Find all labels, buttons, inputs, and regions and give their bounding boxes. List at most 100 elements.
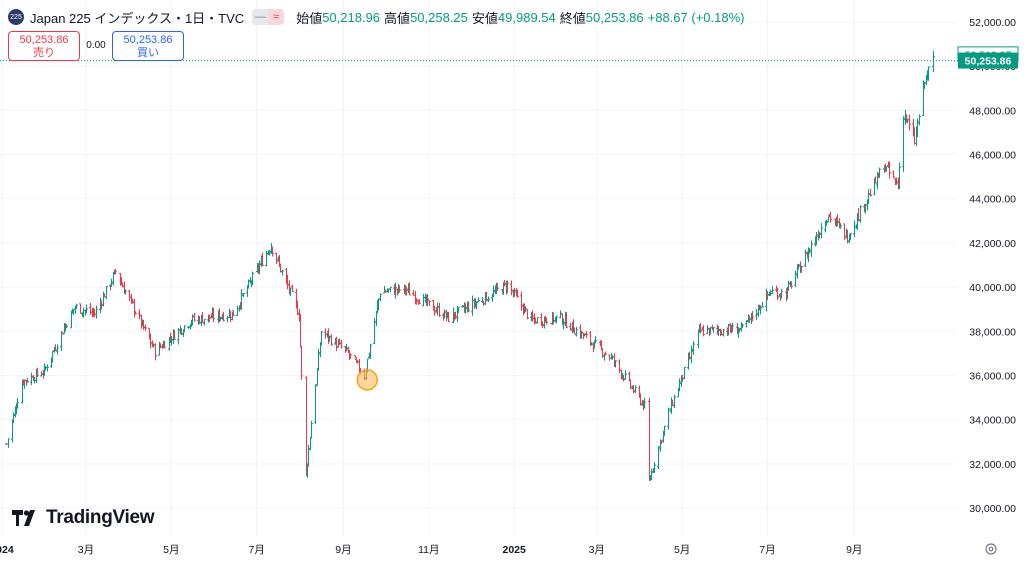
ohlc-bar [426,294,429,307]
x-tick-label: 3月 [78,544,94,556]
ohlc-bar [89,302,92,315]
ohlc-bar [193,312,196,322]
ohlc-bar [536,317,539,324]
buy-label: 買い [137,47,159,59]
ohlc-bar [251,271,254,286]
ohlc-bar [161,343,164,349]
ohlc-bar [908,114,911,131]
ohlc-bar [454,311,457,320]
ohlc-bar [180,329,183,336]
ohlc-bar [632,385,635,394]
open-value: 50,218.96 [322,9,381,25]
sell-button[interactable]: 50,253.86 売り [8,31,80,61]
ohlc-bar [338,338,341,345]
ohlc-bar [622,375,625,382]
gear-icon[interactable] [985,543,997,555]
ohlc-bar [324,328,327,339]
ohlc-bar [877,172,880,179]
ohlc-bar [110,278,113,287]
ohlc-bar [281,269,284,276]
ohlc-bar [467,301,470,313]
x-tick-label: 9月 [335,544,351,556]
ohlc-bar [340,339,343,349]
ohlc-bar [183,325,186,333]
ohlc-bar [624,370,627,380]
ohlc-bar [575,326,578,337]
ohlc-bar [330,334,333,346]
ohlc-bar [639,393,642,406]
ohlc-bar [520,291,523,311]
ohlc-bar [300,346,303,380]
ohlc-bar [418,299,421,305]
ohlc-bar [663,425,666,436]
ohlc-bar [688,351,691,360]
ohlc-bar [608,354,611,361]
ohlc-bar [722,328,725,337]
ohlc-bar [650,468,653,481]
ohlc-bar [892,170,895,179]
price-axis[interactable]: 30,000.00 32,000.00 34,000.00 36,000.00 38,0… [957,17,1019,515]
x-tick-label: 11月 [418,544,439,556]
ohlc-bar [54,344,57,352]
time-axis[interactable]: 2024 3月 5月 7月 9月 11月 2025 3月 5月 7月 9月 [0,544,862,556]
minus-icon[interactable]: — [252,9,269,25]
ohlc-bar [314,384,317,425]
ohlc-bar [443,309,446,319]
tradingview-logo[interactable]: TradingView [12,507,155,529]
ohlc-bar [769,289,772,296]
high-value: 50,258.25 [410,9,468,25]
chart-style-pill[interactable]: — ≈ [252,9,285,25]
ohlc-bar [496,283,499,291]
ohlc-bar [678,378,681,392]
x-tick-label: 5月 [163,544,179,556]
ohlc-bar [415,298,418,305]
ohlc-bar [236,305,239,317]
ohlc-bar [85,304,88,314]
ohlc-bar [839,223,842,229]
symbol-title[interactable]: Japan 225 インデックス・1日・TVC [30,10,245,26]
ohlc-bar [794,270,797,288]
ohlc-bar [916,118,919,138]
tv-logo-icon [12,510,35,526]
ohlc-bar [673,394,676,409]
ohlc-bar [712,327,715,333]
ohlc-bar [857,207,860,222]
ohlc-bar [457,307,460,314]
ohlc-bar [727,323,730,336]
ohlc-bar [516,289,519,298]
ohlc-bar [717,325,720,336]
spread-value: 0.00 [86,40,106,51]
ohlc-bar [552,312,555,325]
y-tick-label: 48,000.00 [969,105,1016,117]
ohlc-bar [653,462,656,473]
ohlc-bar [918,114,921,126]
ohlc-bar [927,66,930,81]
buy-button[interactable]: 50,253.86 買い [112,31,184,61]
ohlc-bar [836,214,839,227]
ohlc-bar [461,305,464,308]
ohlc-bar [307,444,310,467]
ohlc-bar [477,297,480,303]
ohlc-bar [731,322,734,332]
ohlc-bar [310,420,313,439]
ohlc-bar [349,353,352,359]
ohlc-bar [741,323,744,328]
ohlc-bar [163,340,166,349]
ohlc-bar [79,303,82,314]
ohlc-bar [289,287,292,296]
open-label: 始値 [296,10,323,26]
ohlc-bar [133,298,136,318]
ohlc-bar [648,397,651,482]
ohlc-bar [751,311,754,322]
y-tick-label: 44,000.00 [969,194,1016,206]
ohlc-bar [265,250,268,267]
approx-icon[interactable]: ≈ [268,9,285,25]
buy-price: 50,253.86 [123,34,173,46]
ohlc-bar [46,364,49,372]
highlight-marker[interactable] [356,369,378,391]
ohlc-bar [464,303,467,314]
symbol-badge[interactable]: 225 [8,9,24,25]
ohlc-bar [902,116,905,173]
ohlc-bar [720,329,723,336]
